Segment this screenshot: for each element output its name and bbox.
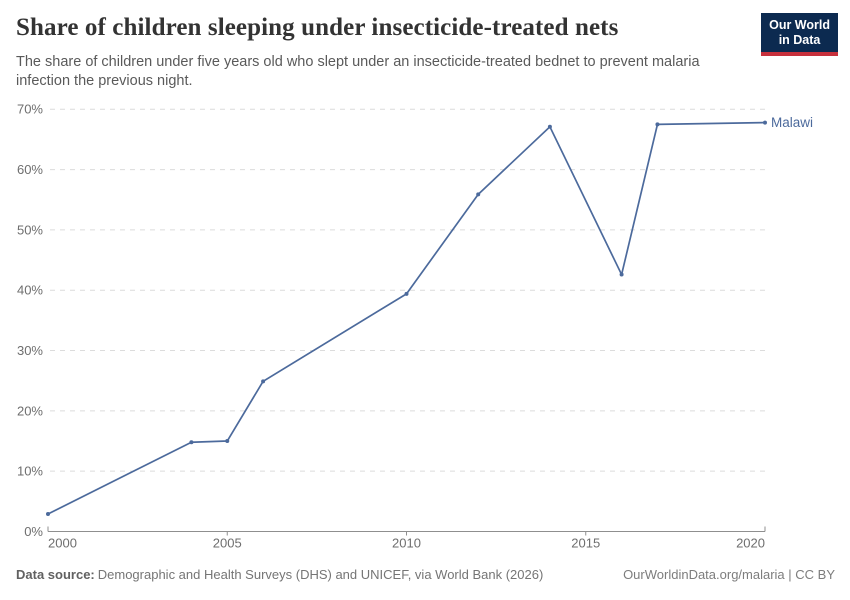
data-point <box>46 512 50 517</box>
chart-footer: Data source: Demographic and Health Surve… <box>16 567 835 583</box>
chart-subtitle-line-1: The share of children under five years o… <box>16 54 700 70</box>
data-point <box>476 192 481 197</box>
x-axis-tick-label: 2005 <box>213 536 242 551</box>
x-axis-tick-label: 2020 <box>736 536 765 551</box>
y-axis-tick-label: 20% <box>17 403 43 418</box>
data-point <box>189 440 194 445</box>
y-axis-tick-label: 0% <box>24 524 43 539</box>
data-point <box>261 379 266 384</box>
y-axis-tick-label: 10% <box>17 464 43 479</box>
data-point <box>547 124 552 129</box>
chart-subtitle: The share of children under five years o… <box>16 53 700 91</box>
y-axis-tick-label: 30% <box>17 343 43 358</box>
data-point <box>763 120 767 125</box>
data-source: Data source: Demographic and Health Surve… <box>16 567 543 583</box>
page-title: Share of children sleeping under insecti… <box>16 14 619 41</box>
y-axis-tick-label: 50% <box>17 222 43 237</box>
data-point <box>225 439 230 444</box>
data-point <box>619 272 624 277</box>
y-axis-tick-label: 70% <box>17 102 43 117</box>
owid-logo-line-2: in Data <box>778 33 821 47</box>
x-axis-tick-label: 2015 <box>571 536 600 551</box>
data-line <box>47 121 766 515</box>
x-axis-tick-label: 2010 <box>392 536 421 551</box>
owid-logo: Our World in Data <box>761 13 838 56</box>
y-axis-tick-label: 60% <box>17 162 43 177</box>
data-source-label: Data source: <box>16 567 95 582</box>
y-axis-tick-label: 40% <box>17 283 43 298</box>
owid-logo-line-1: Our World <box>769 18 830 32</box>
chart-subtitle-line-2: infection the previous night. <box>16 73 193 89</box>
data-source-text: Demographic and Health Surveys (DHS) and… <box>97 567 544 582</box>
data-point <box>404 291 409 296</box>
attribution: OurWorldinData.org/malaria | CC BY <box>623 567 835 582</box>
x-axis-tick-label: 2000 <box>48 536 77 551</box>
data-point <box>655 122 660 127</box>
series-label: Malawi <box>771 115 813 130</box>
